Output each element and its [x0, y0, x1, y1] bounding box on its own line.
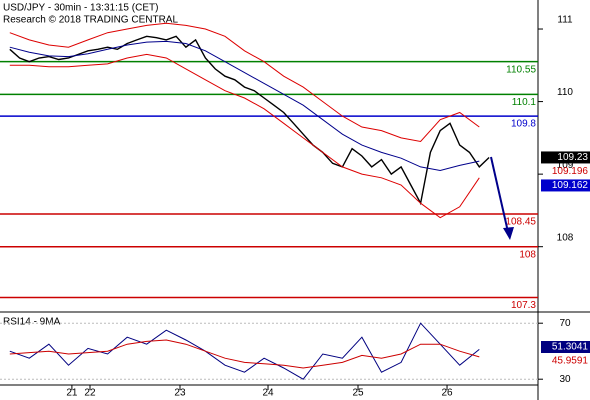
y-tick-label: 30 — [559, 374, 571, 385]
price-label: 109.23 — [557, 152, 588, 163]
level-label: 108 — [519, 249, 536, 260]
x-tick-label: 21 — [66, 388, 78, 399]
y-tick-label: 70 — [559, 318, 571, 329]
y-tick-label: 111 — [557, 15, 573, 26]
level-label: 107.3 — [511, 300, 536, 311]
value-box — [541, 341, 590, 353]
x-tick-label: 24 — [262, 388, 274, 399]
arrow-head — [503, 227, 514, 240]
series-line — [9, 322, 480, 380]
series-line — [9, 22, 480, 143]
y-tick-label: 109 — [557, 160, 574, 171]
x-tick-label: 26 — [441, 388, 453, 399]
last-value-label: 45.9591 — [552, 356, 589, 367]
price-label: 109.162 — [552, 180, 589, 191]
level-label: 108.45 — [505, 217, 536, 228]
series-line — [9, 339, 480, 369]
y-tick-label: 110 — [557, 87, 573, 98]
rsi-title: RSI14 - 9MA — [3, 317, 61, 328]
x-tick-label: 23 — [174, 388, 186, 399]
x-tick-label: 22 — [84, 388, 96, 399]
price-label: 109.196 — [552, 166, 589, 177]
last-value-label: 51.3041 — [552, 342, 589, 353]
chart-title: USD/JPY - 30min - 13:31:15 (CET) — [3, 3, 158, 14]
price-box — [541, 179, 590, 192]
arrow-shaft — [490, 156, 509, 233]
series-line — [9, 40, 480, 172]
price-box — [541, 151, 590, 164]
level-label: 110.55 — [506, 64, 536, 75]
plot: 108 109 110 111 110.55 110.1 109.8 108.45 108 107… — [0, 15, 590, 399]
x-tick-label: 25 — [352, 388, 364, 399]
level-label: 110.1 — [512, 97, 537, 108]
y-tick-label: 108 — [557, 232, 574, 243]
forecast-arrow — [490, 156, 514, 240]
series-line — [9, 35, 490, 206]
series-line — [9, 53, 480, 219]
level-label: 109.8 — [511, 119, 536, 130]
chart-subtitle: Research © 2018 TRADING CENTRAL — [3, 15, 178, 26]
